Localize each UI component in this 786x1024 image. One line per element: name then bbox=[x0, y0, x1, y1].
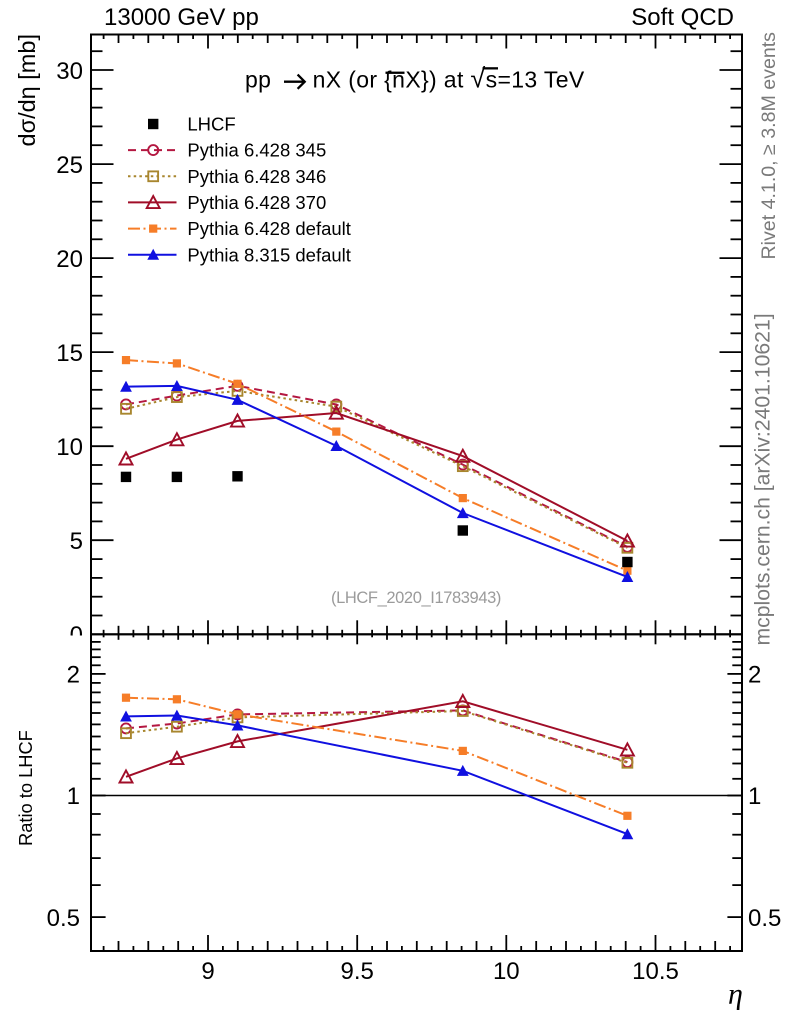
svg-text:mcplots.cern.ch [arXiv:2401.10: mcplots.cern.ch [arXiv:2401.10621] bbox=[752, 313, 775, 645]
svg-text:Pythia 6.428 345: Pythia 6.428 345 bbox=[187, 140, 326, 161]
svg-text:2: 2 bbox=[748, 662, 761, 689]
svg-text:Pythia 6.428 default: Pythia 6.428 default bbox=[187, 218, 351, 239]
svg-text:Pythia 6.428 346: Pythia 6.428 346 bbox=[187, 166, 326, 187]
svg-text:1: 1 bbox=[748, 783, 761, 810]
svg-text:2: 2 bbox=[67, 662, 80, 689]
svg-text:13000 GeV pp: 13000 GeV pp bbox=[104, 4, 259, 31]
svg-text:pp→nX (or {nX}) at √s=13 TeV: pp → nX (or {nX}) at √s=13 TeV bbox=[245, 64, 585, 94]
svg-text:0.5: 0.5 bbox=[47, 905, 80, 932]
svg-text:Ratio to LHCF: Ratio to LHCF bbox=[15, 730, 36, 846]
svg-text:Pythia 8.315 default: Pythia 8.315 default bbox=[187, 244, 351, 265]
svg-text:25: 25 bbox=[56, 152, 83, 179]
svg-text:30: 30 bbox=[56, 58, 83, 85]
svg-text:10: 10 bbox=[56, 434, 83, 461]
svg-text:dσ/dη [mb]: dσ/dη [mb] bbox=[14, 34, 40, 146]
svg-text:5: 5 bbox=[70, 528, 83, 555]
svg-text:η: η bbox=[728, 978, 743, 1011]
svg-text:10: 10 bbox=[493, 958, 520, 985]
svg-text:1: 1 bbox=[67, 783, 80, 810]
svg-text:10.5: 10.5 bbox=[632, 958, 679, 985]
svg-text:Soft QCD: Soft QCD bbox=[631, 4, 734, 31]
svg-text:(LHCF_2020_I1783943): (LHCF_2020_I1783943) bbox=[331, 589, 501, 607]
svg-text:Rivet 4.1.0, ≥ 3.8M events: Rivet 4.1.0, ≥ 3.8M events bbox=[758, 32, 780, 260]
svg-text:LHCF: LHCF bbox=[187, 114, 235, 135]
svg-text:9.5: 9.5 bbox=[341, 958, 374, 985]
svg-text:0.5: 0.5 bbox=[748, 905, 781, 932]
svg-text:Pythia 6.428 370: Pythia 6.428 370 bbox=[187, 192, 326, 213]
svg-text:15: 15 bbox=[56, 340, 83, 367]
svg-text:9: 9 bbox=[201, 958, 214, 985]
svg-text:20: 20 bbox=[56, 246, 83, 273]
